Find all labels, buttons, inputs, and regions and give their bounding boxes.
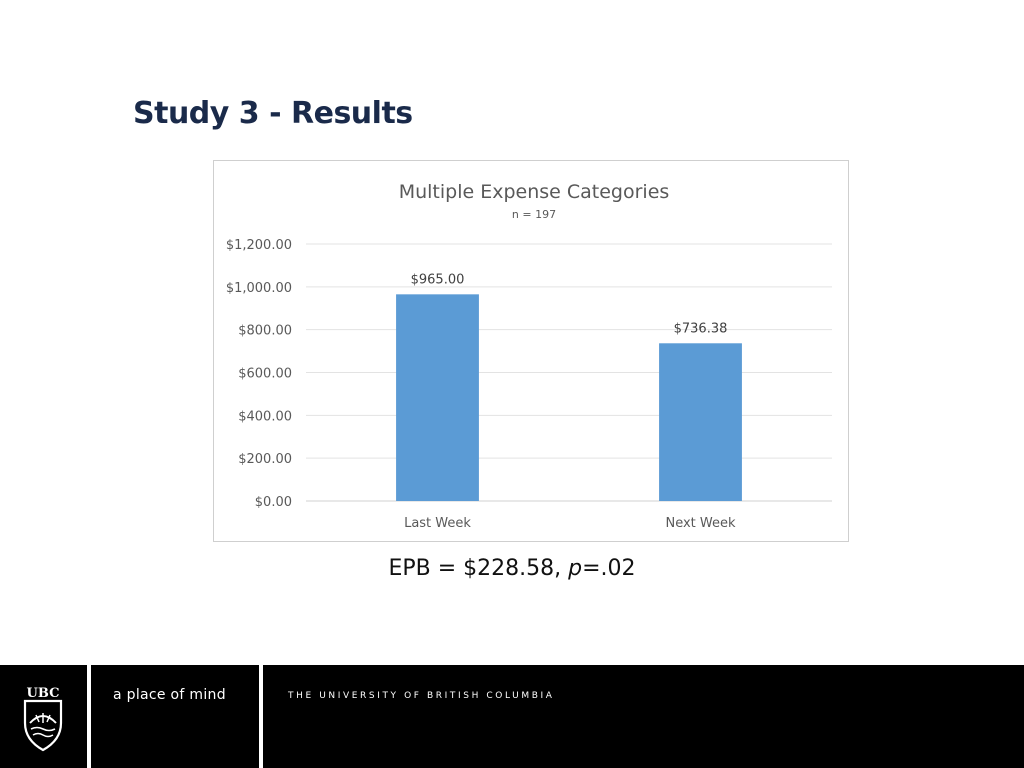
y-tick-label: $0.00 bbox=[255, 495, 292, 510]
chart-subtitle: n = 197 bbox=[512, 208, 556, 221]
x-axis-ticks: Last Week Next Week bbox=[404, 516, 736, 531]
y-tick-label: $1,000.00 bbox=[226, 281, 292, 296]
university-name: THE UNIVERSITY OF BRITISH COLUMBIA bbox=[288, 691, 555, 701]
gridlines bbox=[306, 243, 832, 502]
chart-canvas: Multiple Expense Categories n = 197 $0.0… bbox=[226, 181, 832, 531]
stat-prefix: EPB = $228.58, bbox=[388, 556, 569, 581]
y-tick-label: $800.00 bbox=[238, 324, 292, 339]
footer-divider bbox=[259, 665, 263, 768]
statistic-note: EPB = $228.58, p=.02 bbox=[0, 556, 1024, 581]
stat-p-symbol: p bbox=[568, 556, 583, 581]
ubc-crest-logo: UBC bbox=[23, 686, 63, 752]
chart-title: Multiple Expense Categories bbox=[399, 181, 670, 203]
bars bbox=[396, 294, 742, 501]
data-labels: $965.00 $736.38 bbox=[411, 272, 728, 336]
footer-divider bbox=[87, 665, 91, 768]
x-tick-label: Next Week bbox=[665, 516, 736, 531]
y-tick-label: $600.00 bbox=[238, 367, 292, 382]
y-tick-label: $400.00 bbox=[238, 409, 292, 424]
x-tick-label: Last Week bbox=[404, 516, 471, 531]
data-label: $965.00 bbox=[411, 272, 465, 287]
tagline: a place of mind bbox=[113, 687, 226, 703]
page-title: Study 3 - Results bbox=[133, 96, 413, 131]
footer-bar: UBC a place of mind THE UNIVERSITY OF BR… bbox=[0, 665, 1024, 768]
bar bbox=[659, 343, 742, 501]
stat-suffix: =.02 bbox=[582, 556, 636, 581]
y-tick-label: $1,200.00 bbox=[226, 238, 292, 253]
y-axis-ticks: $0.00 $200.00 $400.00 $600.00 $800.00 $1,000.… bbox=[226, 238, 292, 510]
bar bbox=[396, 294, 479, 501]
bar-chart: Multiple Expense Categories n = 197 $0.0… bbox=[213, 160, 849, 542]
y-tick-label: $200.00 bbox=[238, 452, 292, 467]
data-label: $736.38 bbox=[674, 321, 728, 336]
logo-text: UBC bbox=[27, 686, 60, 701]
